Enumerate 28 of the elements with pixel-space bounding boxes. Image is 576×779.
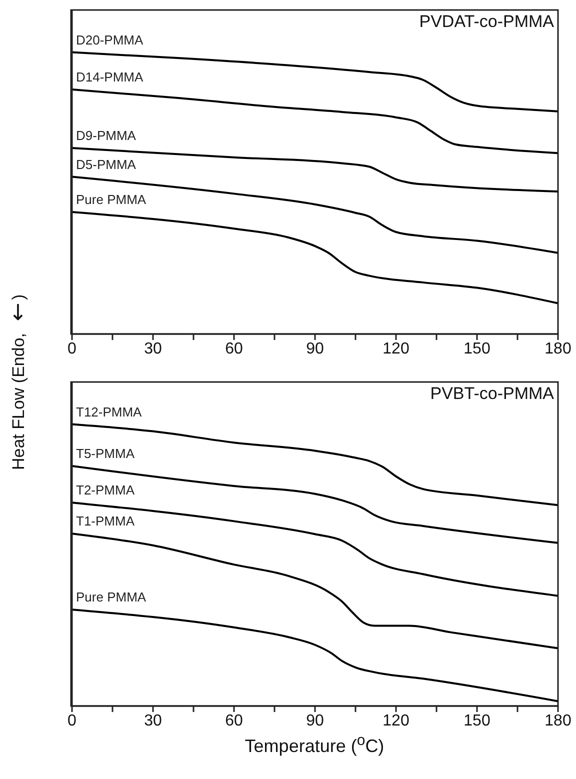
series-label: T2-PMMA	[76, 482, 135, 498]
x-tick-label: 60	[225, 712, 243, 730]
x-tick-label: 90	[306, 712, 324, 730]
x-tick-label: 120	[382, 340, 410, 358]
y-axis-title: Heat FLow (Endo, ↓)	[8, 294, 28, 470]
x-tick-label: 90	[306, 340, 324, 358]
series-label: T5-PMMA	[76, 446, 135, 461]
x-tick-label: 30	[144, 340, 162, 358]
x-tick-label: 150	[464, 340, 490, 358]
x-tick-label: 0	[68, 340, 77, 358]
series-label: Pure PMMA	[76, 590, 146, 605]
text: PVBT-co-PMMA	[430, 384, 554, 404]
text: PVDAT-co-PMMA	[419, 12, 554, 32]
series-label: D9-PMMA	[76, 128, 136, 144]
series-label: T1-PMMA	[76, 514, 135, 529]
series-label: D20-PMMA	[76, 32, 144, 48]
x-tick-label: 180	[544, 340, 572, 358]
x-tick-label: 30	[144, 712, 162, 730]
series-label: T12-PMMA	[76, 404, 142, 420]
x-tick-label: 120	[382, 712, 410, 730]
x-tick-label: 0	[68, 712, 77, 730]
series-label: Pure PMMA	[76, 192, 146, 208]
x-axis-title: Temperature ($^{o}$C)	[244, 732, 386, 757]
series-label: D5-PMMA	[76, 156, 136, 172]
x-tick-label: 60	[225, 340, 243, 358]
x-tick-label: 150	[464, 712, 490, 730]
series-label: D14-PMMA	[76, 69, 144, 84]
x-tick-label: 180	[544, 712, 572, 730]
